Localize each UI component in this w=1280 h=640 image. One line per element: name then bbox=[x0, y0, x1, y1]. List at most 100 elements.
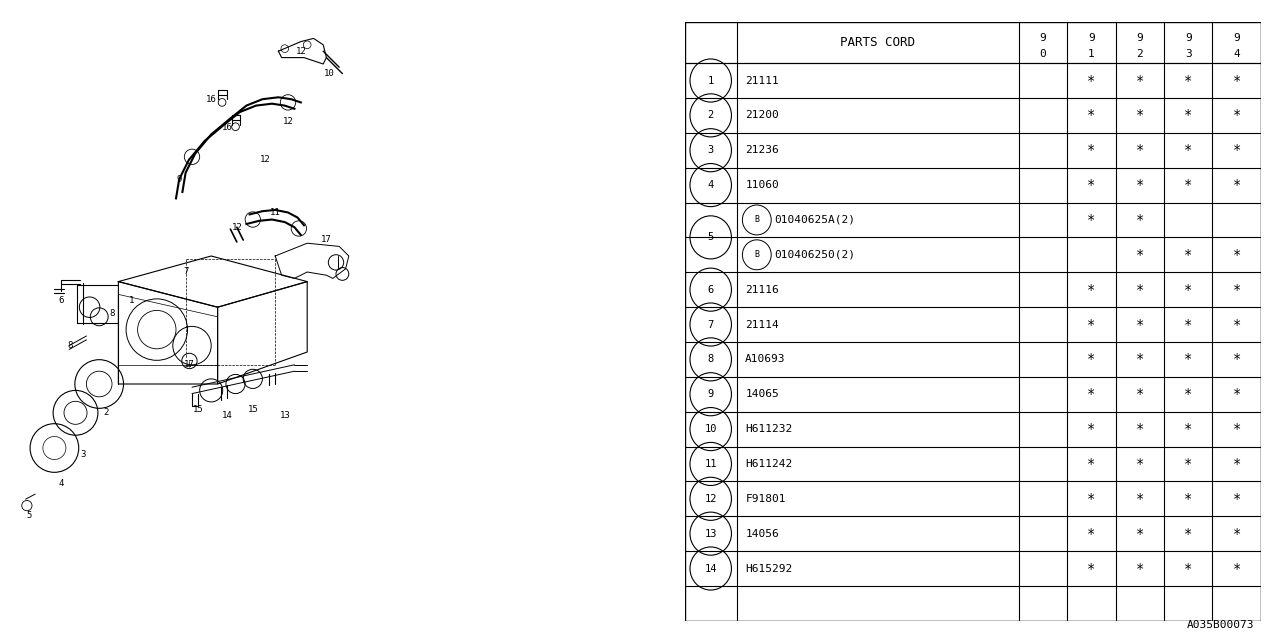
Text: *: * bbox=[1087, 74, 1096, 88]
Text: 9: 9 bbox=[1039, 33, 1047, 43]
Text: 3: 3 bbox=[708, 145, 714, 156]
Text: *: * bbox=[1135, 213, 1144, 227]
Text: 15: 15 bbox=[247, 405, 259, 414]
Text: *: * bbox=[1087, 178, 1096, 192]
Text: *: * bbox=[1135, 108, 1144, 122]
Text: 8: 8 bbox=[68, 341, 73, 350]
Text: *: * bbox=[1135, 561, 1144, 575]
Text: 12: 12 bbox=[283, 117, 293, 126]
Text: *: * bbox=[1184, 527, 1193, 541]
Text: 11: 11 bbox=[704, 459, 717, 469]
Text: 2: 2 bbox=[708, 110, 714, 120]
Text: *: * bbox=[1135, 74, 1144, 88]
Text: *: * bbox=[1087, 457, 1096, 471]
Text: *: * bbox=[1087, 108, 1096, 122]
Text: 10: 10 bbox=[704, 424, 717, 434]
Text: 4: 4 bbox=[1233, 49, 1240, 58]
Text: *: * bbox=[1135, 353, 1144, 366]
Text: *: * bbox=[1135, 422, 1144, 436]
Text: *: * bbox=[1184, 457, 1193, 471]
Text: *: * bbox=[1184, 561, 1193, 575]
Text: *: * bbox=[1135, 527, 1144, 541]
Text: *: * bbox=[1087, 353, 1096, 366]
Text: 16: 16 bbox=[206, 95, 216, 104]
Text: *: * bbox=[1233, 283, 1240, 297]
Text: 9: 9 bbox=[1088, 33, 1094, 43]
Text: *: * bbox=[1233, 457, 1240, 471]
Text: H611232: H611232 bbox=[745, 424, 792, 434]
Text: *: * bbox=[1135, 143, 1144, 157]
Text: 6: 6 bbox=[708, 285, 714, 294]
Text: *: * bbox=[1184, 108, 1193, 122]
Text: *: * bbox=[1184, 74, 1193, 88]
Text: 21116: 21116 bbox=[745, 285, 780, 294]
Text: *: * bbox=[1233, 74, 1240, 88]
Text: 3: 3 bbox=[1185, 49, 1192, 58]
Text: *: * bbox=[1233, 108, 1240, 122]
Text: 21114: 21114 bbox=[745, 319, 780, 330]
Text: H615292: H615292 bbox=[745, 563, 792, 573]
Text: 6: 6 bbox=[58, 296, 64, 305]
Text: F91801: F91801 bbox=[745, 494, 786, 504]
Text: 0: 0 bbox=[1039, 49, 1047, 58]
Text: 9: 9 bbox=[708, 389, 714, 399]
Text: 21111: 21111 bbox=[745, 76, 780, 86]
Text: 8: 8 bbox=[708, 355, 714, 364]
Text: 2: 2 bbox=[102, 408, 109, 417]
Text: 11060: 11060 bbox=[745, 180, 780, 190]
Text: 17: 17 bbox=[321, 236, 332, 244]
Text: 7: 7 bbox=[183, 268, 188, 276]
Text: 15: 15 bbox=[193, 405, 204, 414]
Text: *: * bbox=[1233, 248, 1240, 262]
Text: 14065: 14065 bbox=[745, 389, 780, 399]
Text: 1: 1 bbox=[1088, 49, 1094, 58]
Text: *: * bbox=[1135, 178, 1144, 192]
Text: A10693: A10693 bbox=[745, 355, 786, 364]
Text: 9: 9 bbox=[1137, 33, 1143, 43]
Text: 14: 14 bbox=[221, 412, 233, 420]
Text: 3: 3 bbox=[81, 450, 86, 459]
Text: *: * bbox=[1233, 317, 1240, 332]
Text: *: * bbox=[1087, 422, 1096, 436]
Text: *: * bbox=[1135, 248, 1144, 262]
Text: *: * bbox=[1233, 353, 1240, 366]
Text: 21200: 21200 bbox=[745, 110, 780, 120]
Text: *: * bbox=[1233, 527, 1240, 541]
Text: 5: 5 bbox=[708, 232, 714, 243]
Text: *: * bbox=[1135, 317, 1144, 332]
Text: B: B bbox=[754, 250, 759, 259]
Text: 4: 4 bbox=[708, 180, 714, 190]
Text: *: * bbox=[1087, 317, 1096, 332]
Text: 12: 12 bbox=[232, 223, 242, 232]
Text: 16: 16 bbox=[221, 124, 233, 132]
Text: 5: 5 bbox=[26, 511, 32, 520]
Text: *: * bbox=[1135, 283, 1144, 297]
Text: 12: 12 bbox=[260, 156, 271, 164]
Text: *: * bbox=[1233, 492, 1240, 506]
Text: *: * bbox=[1233, 178, 1240, 192]
Text: 01040625A(2): 01040625A(2) bbox=[774, 215, 855, 225]
Text: *: * bbox=[1135, 457, 1144, 471]
Text: *: * bbox=[1184, 317, 1193, 332]
Text: 9: 9 bbox=[1185, 33, 1192, 43]
Text: *: * bbox=[1184, 353, 1193, 366]
Text: *: * bbox=[1233, 561, 1240, 575]
Text: 8: 8 bbox=[109, 309, 115, 318]
Text: *: * bbox=[1087, 561, 1096, 575]
Text: *: * bbox=[1087, 527, 1096, 541]
Text: 010406250(2): 010406250(2) bbox=[774, 250, 855, 260]
Text: H611242: H611242 bbox=[745, 459, 792, 469]
Text: 10: 10 bbox=[324, 69, 335, 78]
Text: 13: 13 bbox=[704, 529, 717, 539]
Text: B: B bbox=[754, 216, 759, 225]
Text: 12: 12 bbox=[296, 47, 306, 56]
Text: 1: 1 bbox=[708, 76, 714, 86]
Text: PARTS CORD: PARTS CORD bbox=[840, 36, 915, 49]
Text: *: * bbox=[1184, 492, 1193, 506]
Text: *: * bbox=[1184, 422, 1193, 436]
Text: *: * bbox=[1135, 492, 1144, 506]
Text: *: * bbox=[1184, 178, 1193, 192]
Text: *: * bbox=[1184, 248, 1193, 262]
Text: 1: 1 bbox=[128, 296, 134, 305]
Text: 9: 9 bbox=[1233, 33, 1240, 43]
